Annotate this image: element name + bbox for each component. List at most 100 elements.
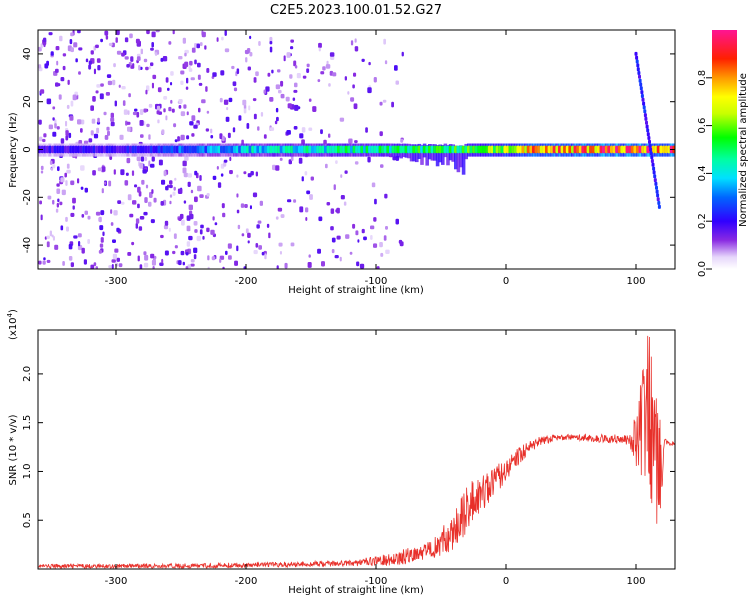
streak-cell-1268 (635, 55, 639, 60)
noise-cell-484 (116, 50, 122, 55)
noise-cell-258 (96, 84, 101, 88)
noise-cell-263 (317, 248, 321, 254)
noise-cell-747 (275, 107, 279, 113)
noise-cell-463 (114, 248, 119, 253)
spectrogram-y-tick-label: -40 (22, 237, 33, 253)
noise-cell-773 (170, 71, 174, 76)
noise-cell-349 (52, 199, 55, 205)
noise-cell-122 (348, 138, 353, 144)
noise-cell-748 (207, 255, 210, 261)
noise-cell-96 (361, 228, 365, 234)
noise-cell-544 (259, 200, 263, 206)
noise-cell-172 (44, 236, 47, 240)
streak-cell-1267 (634, 51, 638, 56)
noise-cell-35 (197, 62, 201, 68)
noise-cell-615 (253, 250, 258, 255)
noise-cell-304 (68, 256, 73, 261)
noise-cell-743 (156, 110, 160, 115)
noise-cell-418 (160, 201, 164, 206)
streak-cell-1273 (638, 74, 641, 79)
noise-cell-173 (354, 140, 358, 144)
band-halo-cell-1265 (675, 144, 679, 157)
noise-cell-281 (126, 64, 130, 68)
noise-cell-232 (65, 120, 68, 127)
noise-cell-276 (275, 216, 279, 220)
noise-cell-400 (236, 68, 240, 75)
spectrogram-cells (38, 30, 679, 269)
noise-cell-348 (58, 94, 62, 100)
noise-cell-17 (243, 104, 247, 110)
noise-cell-323 (56, 126, 60, 130)
noise-cell-714 (70, 47, 74, 53)
spectrogram-x-tick-label: 100 (626, 276, 645, 287)
noise-cell-561 (143, 262, 149, 268)
noise-cell-621 (70, 100, 74, 107)
noise-cell-189 (163, 170, 167, 177)
noise-cell-543 (104, 30, 109, 36)
noise-cell-694 (395, 80, 399, 85)
noise-cell-477 (46, 98, 52, 105)
noise-cell-101 (207, 266, 210, 269)
noise-cell-553 (52, 117, 55, 121)
noise-cell-250 (296, 73, 301, 79)
spectrogram-x-tick-label: -100 (365, 276, 388, 287)
noise-cell-69 (294, 82, 298, 88)
noise-cell-227 (78, 71, 81, 75)
noise-cell-160 (217, 182, 222, 188)
noise-cell-248 (98, 250, 102, 254)
noise-cell-664 (145, 66, 149, 71)
noise-cell-52 (354, 38, 357, 43)
noise-cell-406 (44, 63, 49, 69)
noise-cell-46 (255, 243, 259, 248)
streak-cell-1299 (653, 174, 657, 179)
noise-cell-527 (180, 111, 186, 117)
noise-cell-356 (60, 77, 65, 82)
noise-cell-203 (148, 201, 152, 207)
noise-cell-643 (305, 217, 308, 221)
noise-cell-537 (158, 159, 163, 166)
colorbar-tick-label: 0.8 (697, 70, 708, 86)
noise-cell-595 (57, 166, 60, 172)
noise-cell-233 (39, 136, 43, 142)
noise-cell-65 (97, 65, 101, 71)
noise-cell-51 (383, 38, 386, 45)
noise-cell-1 (157, 87, 162, 93)
noise-cell-682 (185, 252, 189, 256)
noise-cell-619 (172, 30, 175, 35)
noise-cell-8 (141, 179, 145, 185)
noise-cell-112 (87, 239, 90, 244)
noise-cell-204 (328, 83, 331, 87)
spectrogram-y-label: Frequency (Hz) (8, 112, 19, 188)
noise-cell-45 (84, 187, 88, 193)
noise-cell-430 (276, 116, 279, 122)
noise-cell-772 (249, 52, 253, 57)
noise-cell-170 (253, 77, 257, 83)
noise-cell-710 (48, 32, 53, 36)
noise-cell-444 (113, 63, 116, 68)
noise-cell-350 (150, 253, 155, 259)
noise-cell-570 (190, 259, 195, 263)
noise-cell-741 (77, 119, 82, 125)
noise-cell-662 (146, 123, 150, 128)
spectrogram-y-tick-label: -20 (22, 189, 33, 205)
noise-cell-691 (345, 234, 350, 239)
noise-cell-688 (151, 259, 156, 266)
band-core-cell-1266 (675, 146, 679, 154)
noise-cell-312 (220, 173, 224, 177)
noise-cell-534 (173, 123, 177, 128)
noise-cell-774 (66, 163, 70, 169)
streak-cell-1277 (640, 90, 644, 95)
noise-cell-368 (52, 236, 55, 241)
noise-cell-632 (161, 258, 164, 264)
spectrogram-x-tick-label: 0 (503, 276, 509, 287)
streak-cell-1294 (650, 155, 654, 160)
noise-cell-456 (329, 52, 335, 57)
noise-cell-541 (77, 30, 81, 34)
noise-cell-466 (290, 39, 294, 43)
noise-cell-754 (305, 207, 309, 213)
noise-cell-61 (272, 164, 276, 171)
noise-cell-361 (190, 263, 195, 267)
noise-cell-161 (84, 210, 88, 215)
noise-cell-636 (284, 262, 288, 269)
